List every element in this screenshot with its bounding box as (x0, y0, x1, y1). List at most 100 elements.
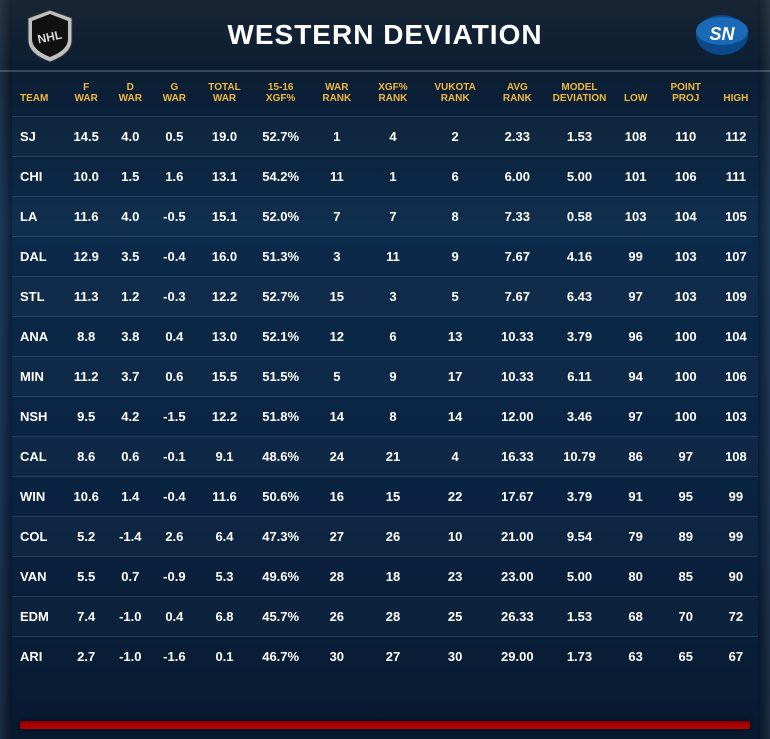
cell-vukota: 4 (421, 437, 489, 477)
stats-table-wrap: TEAMFWARDWARGWARTOTALWAR15-16XGF%WARRANK… (0, 72, 770, 676)
cell-vukota: 5 (421, 277, 489, 317)
cell-gwar: 0.4 (152, 597, 196, 637)
cell-warrank: 5 (309, 357, 365, 397)
cell-vukota: 17 (421, 357, 489, 397)
cell-dwar: -1.0 (108, 637, 152, 677)
cell-avgrank: 16.33 (489, 437, 545, 477)
cell-avgrank: 21.00 (489, 517, 545, 557)
cell-team: COL (12, 517, 64, 557)
cell-gwar: -0.9 (152, 557, 196, 597)
cell-dwar: 3.8 (108, 317, 152, 357)
cell-gwar: 0.4 (152, 317, 196, 357)
cell-vukota: 2 (421, 117, 489, 157)
cell-xgfrank: 26 (365, 517, 421, 557)
col-header-low: LOW (614, 72, 658, 117)
cell-gwar: 1.6 (152, 157, 196, 197)
cell-high: 103 (714, 397, 758, 437)
table-row: NSH9.54.2-1.512.251.8%1481412.003.469710… (12, 397, 758, 437)
cell-low: 63 (614, 637, 658, 677)
cell-xgfrank: 21 (365, 437, 421, 477)
cell-proj: 110 (658, 117, 714, 157)
cell-proj: 65 (658, 637, 714, 677)
cell-xgfrank: 27 (365, 637, 421, 677)
cell-xgfrank: 4 (365, 117, 421, 157)
cell-modeldev: 3.46 (545, 397, 613, 437)
cell-proj: 70 (658, 597, 714, 637)
table-row: LA11.64.0-0.515.152.0%7787.330.581031041… (12, 197, 758, 237)
cell-totwar: 15.1 (196, 197, 252, 237)
cell-high: 105 (714, 197, 758, 237)
cell-dwar: 0.6 (108, 437, 152, 477)
cell-gwar: 0.5 (152, 117, 196, 157)
table-row: COL5.2-1.42.66.447.3%27261021.009.547989… (12, 517, 758, 557)
cell-fwar: 7.4 (64, 597, 108, 637)
cell-modeldev: 5.00 (545, 557, 613, 597)
sn-logo-icon: SN (694, 12, 750, 58)
cell-xgf: 46.7% (253, 637, 309, 677)
cell-high: 109 (714, 277, 758, 317)
cell-fwar: 11.2 (64, 357, 108, 397)
cell-team: SJ (12, 117, 64, 157)
cell-proj: 100 (658, 357, 714, 397)
cell-dwar: 4.2 (108, 397, 152, 437)
cell-proj: 97 (658, 437, 714, 477)
cell-xgf: 54.2% (253, 157, 309, 197)
cell-high: 67 (714, 637, 758, 677)
cell-high: 104 (714, 317, 758, 357)
cell-modeldev: 0.58 (545, 197, 613, 237)
cell-low: 97 (614, 277, 658, 317)
cell-modeldev: 6.11 (545, 357, 613, 397)
cell-xgf: 48.6% (253, 437, 309, 477)
cell-modeldev: 5.00 (545, 157, 613, 197)
table-row: VAN5.50.7-0.95.349.6%28182323.005.008085… (12, 557, 758, 597)
cell-gwar: -1.5 (152, 397, 196, 437)
col-header-totwar: TOTALWAR (196, 72, 252, 117)
table-row: ARI2.7-1.0-1.60.146.7%30273029.001.73636… (12, 637, 758, 677)
cell-gwar: -0.1 (152, 437, 196, 477)
cell-low: 101 (614, 157, 658, 197)
cell-avgrank: 10.33 (489, 317, 545, 357)
cell-avgrank: 29.00 (489, 637, 545, 677)
cell-avgrank: 2.33 (489, 117, 545, 157)
cell-totwar: 6.8 (196, 597, 252, 637)
cell-xgf: 49.6% (253, 557, 309, 597)
cell-totwar: 6.4 (196, 517, 252, 557)
cell-modeldev: 1.73 (545, 637, 613, 677)
cell-gwar: 0.6 (152, 357, 196, 397)
cell-gwar: -1.6 (152, 637, 196, 677)
cell-fwar: 2.7 (64, 637, 108, 677)
cell-proj: 89 (658, 517, 714, 557)
cell-totwar: 15.5 (196, 357, 252, 397)
cell-gwar: -0.3 (152, 277, 196, 317)
cell-xgfrank: 18 (365, 557, 421, 597)
cell-totwar: 12.2 (196, 397, 252, 437)
cell-modeldev: 6.43 (545, 277, 613, 317)
cell-fwar: 10.0 (64, 157, 108, 197)
col-header-dwar: DWAR (108, 72, 152, 117)
cell-high: 111 (714, 157, 758, 197)
cell-warrank: 27 (309, 517, 365, 557)
table-row: CAL8.60.6-0.19.148.6%2421416.3310.798697… (12, 437, 758, 477)
cell-team: ARI (12, 637, 64, 677)
cell-avgrank: 23.00 (489, 557, 545, 597)
cell-low: 97 (614, 397, 658, 437)
cell-vukota: 8 (421, 197, 489, 237)
cell-proj: 103 (658, 237, 714, 277)
page-title: WESTERN DEVIATION (227, 19, 542, 51)
table-row: EDM7.4-1.00.46.845.7%26282526.331.536870… (12, 597, 758, 637)
cell-high: 112 (714, 117, 758, 157)
cell-xgf: 51.5% (253, 357, 309, 397)
cell-warrank: 12 (309, 317, 365, 357)
cell-vukota: 13 (421, 317, 489, 357)
cell-avgrank: 7.33 (489, 197, 545, 237)
cell-high: 107 (714, 237, 758, 277)
cell-xgfrank: 11 (365, 237, 421, 277)
cell-totwar: 13.1 (196, 157, 252, 197)
cell-low: 79 (614, 517, 658, 557)
cell-team: MIN (12, 357, 64, 397)
svg-text:SN: SN (709, 24, 735, 44)
cell-warrank: 7 (309, 197, 365, 237)
cell-team: EDM (12, 597, 64, 637)
cell-xgf: 52.7% (253, 117, 309, 157)
cell-xgfrank: 1 (365, 157, 421, 197)
